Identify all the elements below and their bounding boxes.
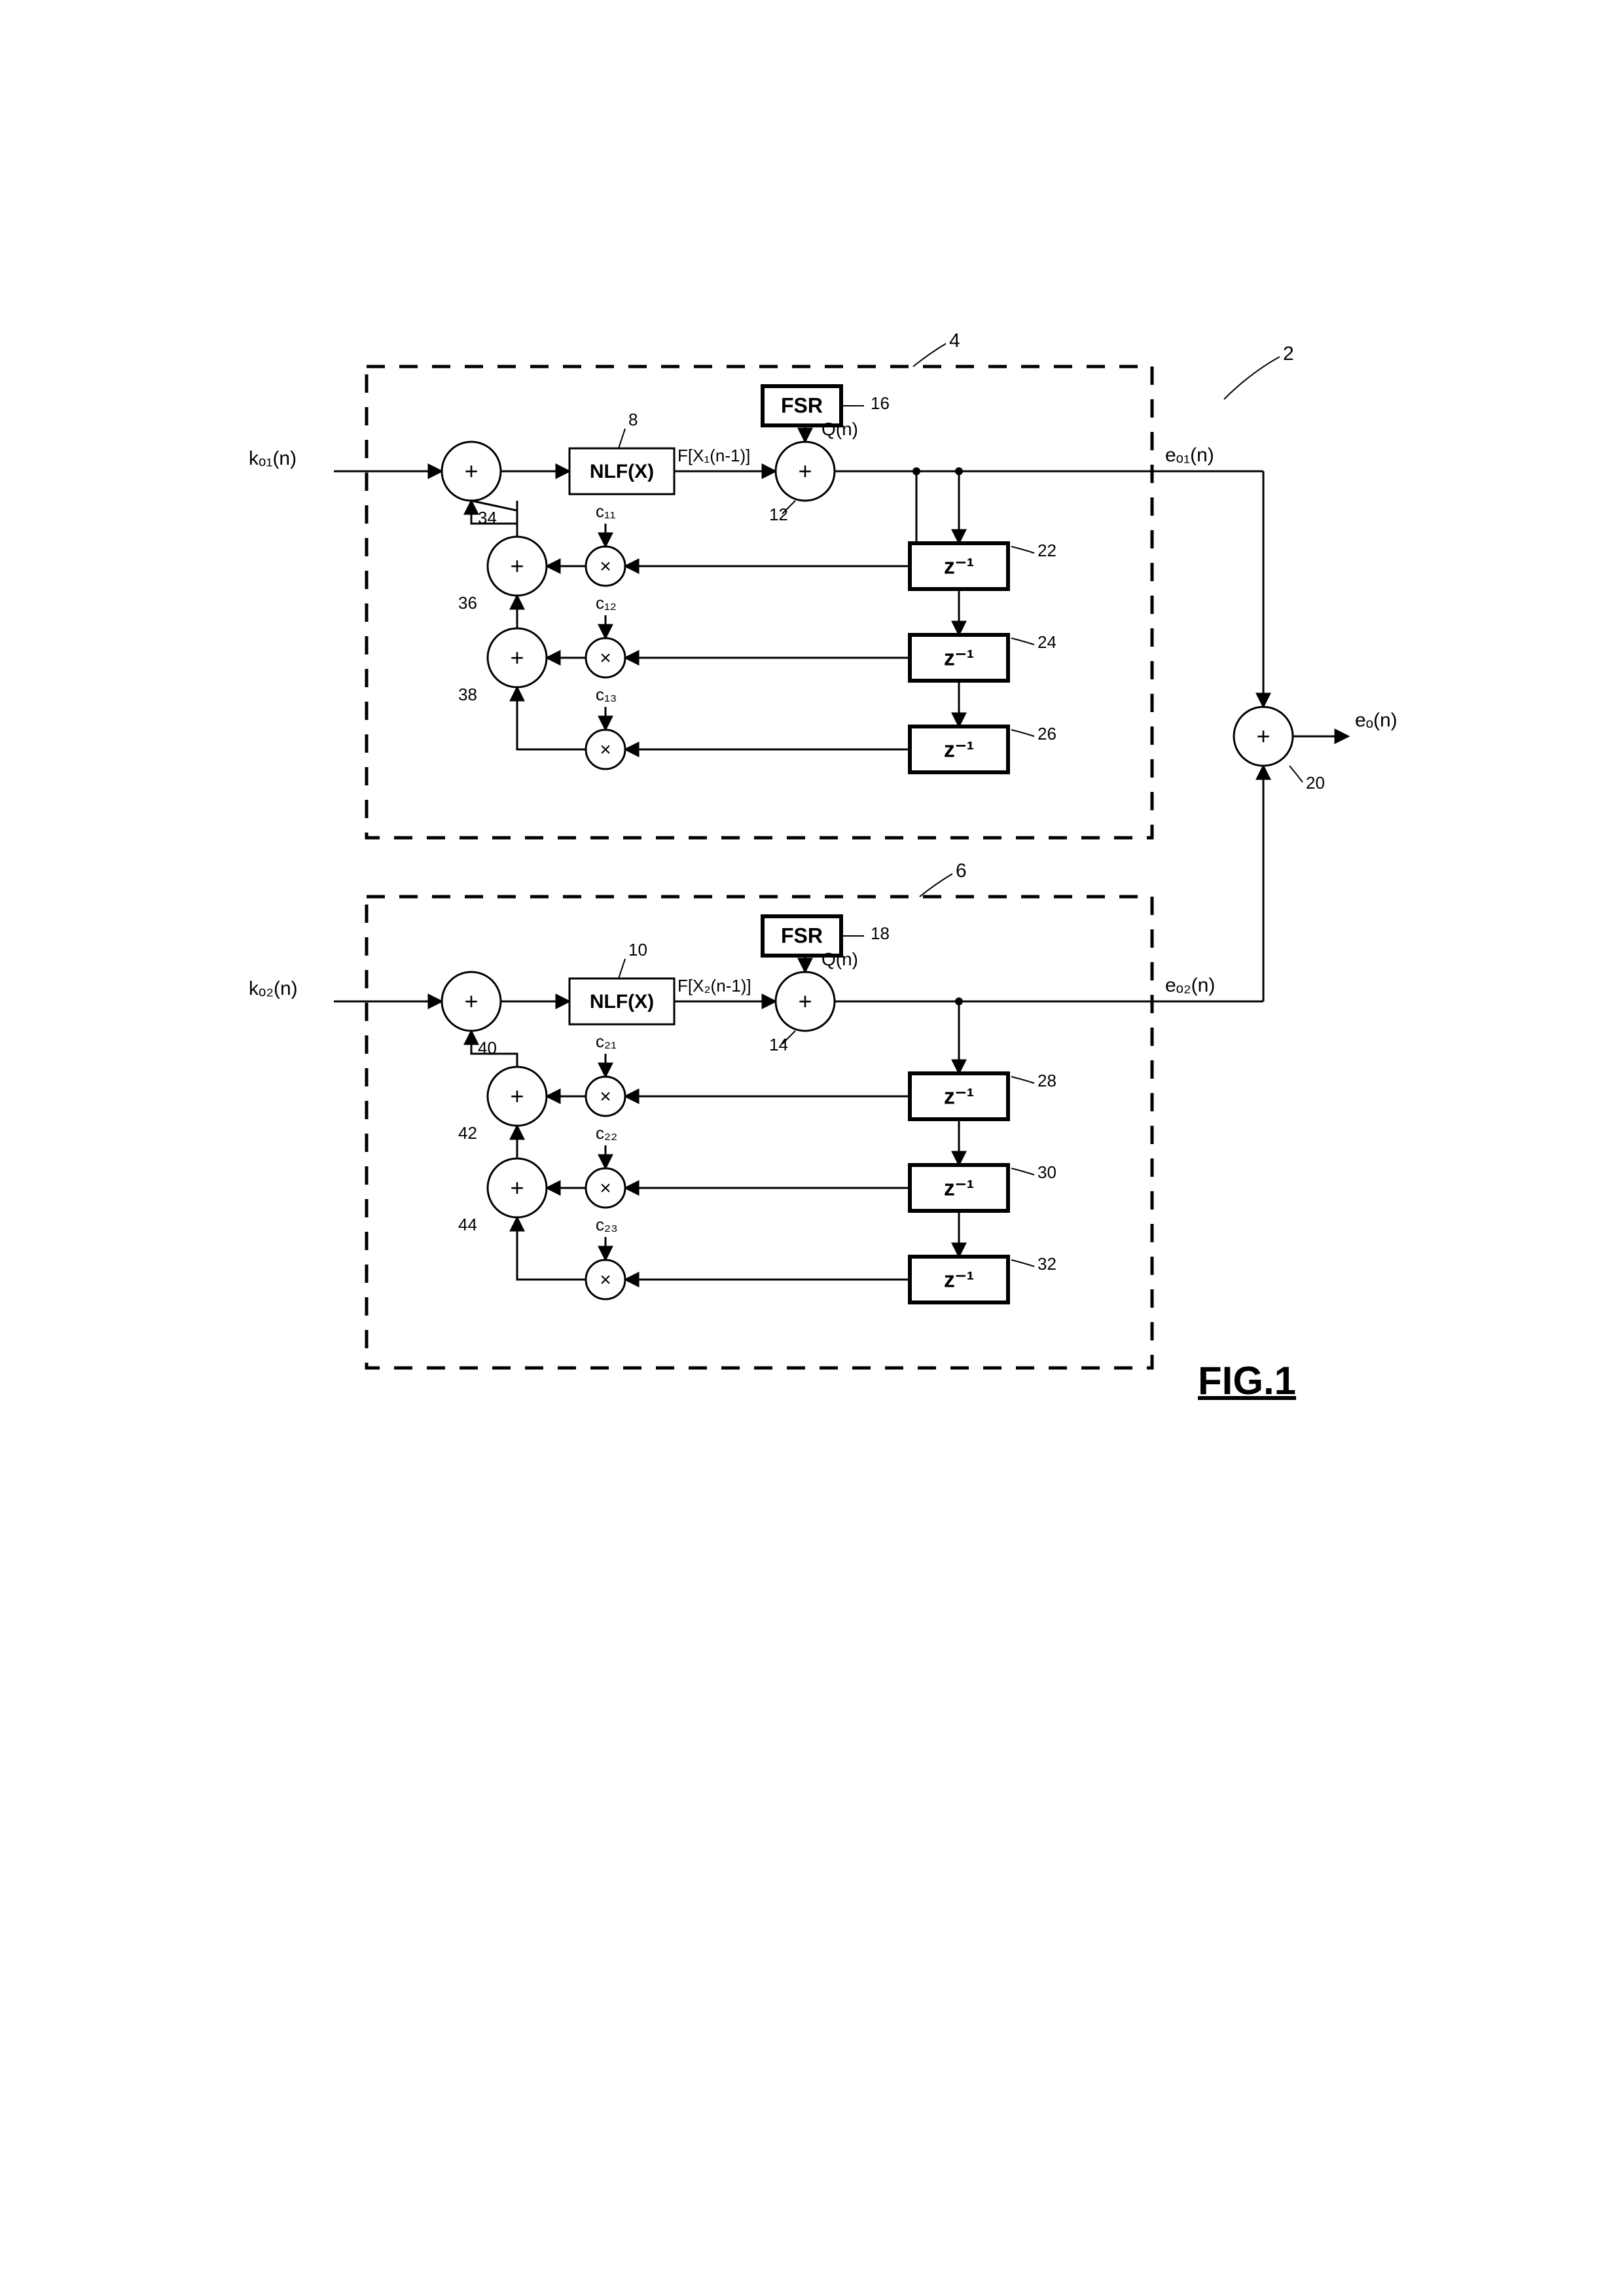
- svg-text:10: 10: [628, 940, 647, 960]
- svg-text:FSR: FSR: [781, 924, 823, 948]
- svg-text:22: 22: [1038, 541, 1056, 560]
- svg-text:+: +: [798, 457, 812, 484]
- svg-text:c₂₂: c₂₂: [596, 1123, 617, 1143]
- svg-text:24: 24: [1038, 632, 1056, 652]
- svg-text:+: +: [510, 1083, 524, 1109]
- svg-text:32: 32: [1038, 1254, 1056, 1274]
- svg-text:NLF(X): NLF(X): [590, 991, 654, 1013]
- svg-text:+: +: [798, 988, 812, 1014]
- svg-text:42: 42: [458, 1123, 477, 1143]
- svg-text:c₂₃: c₂₃: [596, 1215, 618, 1234]
- svg-text:z⁻¹: z⁻¹: [944, 1175, 974, 1200]
- svg-text:c₁₃: c₁₃: [596, 685, 617, 704]
- svg-text:+: +: [510, 644, 524, 671]
- svg-text:×: ×: [600, 1269, 611, 1291]
- svg-text:kₒ₁(n): kₒ₁(n): [249, 448, 297, 469]
- svg-text:F[X₁(n-1)]: F[X₁(n-1)]: [677, 446, 750, 465]
- svg-text:×: ×: [600, 1086, 611, 1107]
- svg-text:z⁻¹: z⁻¹: [944, 737, 974, 762]
- svg-text:×: ×: [600, 647, 611, 669]
- svg-text:+: +: [1256, 723, 1270, 749]
- svg-text:Q(n): Q(n): [821, 949, 858, 969]
- svg-text:6: 6: [956, 860, 967, 882]
- svg-text:8: 8: [628, 410, 638, 429]
- svg-text:kₒ₂(n): kₒ₂(n): [249, 978, 298, 999]
- svg-text:18: 18: [871, 924, 890, 943]
- svg-text:z⁻¹: z⁻¹: [944, 554, 974, 579]
- svg-text:44: 44: [458, 1215, 477, 1234]
- svg-text:×: ×: [600, 556, 611, 577]
- svg-text:eₒ₁(n): eₒ₁(n): [1165, 444, 1214, 466]
- svg-text:c₁₁: c₁₁: [596, 501, 616, 521]
- svg-text:30: 30: [1038, 1162, 1056, 1182]
- svg-text:eₒ(n): eₒ(n): [1355, 709, 1398, 731]
- svg-text:c₂₁: c₂₁: [596, 1031, 617, 1051]
- svg-text:2: 2: [1283, 343, 1294, 365]
- svg-text:×: ×: [600, 1177, 611, 1199]
- svg-text:20: 20: [1306, 773, 1325, 793]
- svg-text:14: 14: [769, 1035, 788, 1054]
- figure-1-diagram: 426kₒ₁(n)+34NLF(X)8F[X₁(n-1)]+12FSR16Q(n…: [0, 0, 1624, 2296]
- svg-text:16: 16: [871, 393, 890, 413]
- svg-text:+: +: [510, 552, 524, 579]
- svg-text:NLF(X): NLF(X): [590, 461, 654, 482]
- svg-text:eₒ₂(n): eₒ₂(n): [1165, 975, 1215, 996]
- svg-text:z⁻¹: z⁻¹: [944, 1084, 974, 1109]
- svg-text:+: +: [464, 457, 478, 484]
- svg-text:+: +: [464, 988, 478, 1014]
- svg-text:26: 26: [1038, 724, 1056, 744]
- svg-text:36: 36: [458, 593, 477, 613]
- svg-text:F[X₂(n-1)]: F[X₂(n-1)]: [677, 976, 751, 996]
- svg-text:FSR: FSR: [781, 394, 823, 418]
- svg-text:28: 28: [1038, 1071, 1056, 1090]
- svg-text:38: 38: [458, 685, 477, 704]
- svg-text:z⁻¹: z⁻¹: [944, 1267, 974, 1292]
- svg-text:Q(n): Q(n): [821, 419, 858, 439]
- svg-text:4: 4: [949, 330, 960, 351]
- figure-label: FIG.1: [1198, 1359, 1296, 1403]
- svg-text:c₁₂: c₁₂: [596, 593, 617, 613]
- svg-text:×: ×: [600, 739, 611, 761]
- svg-text:z⁻¹: z⁻¹: [944, 645, 974, 670]
- svg-text:12: 12: [769, 505, 788, 524]
- svg-text:+: +: [510, 1174, 524, 1201]
